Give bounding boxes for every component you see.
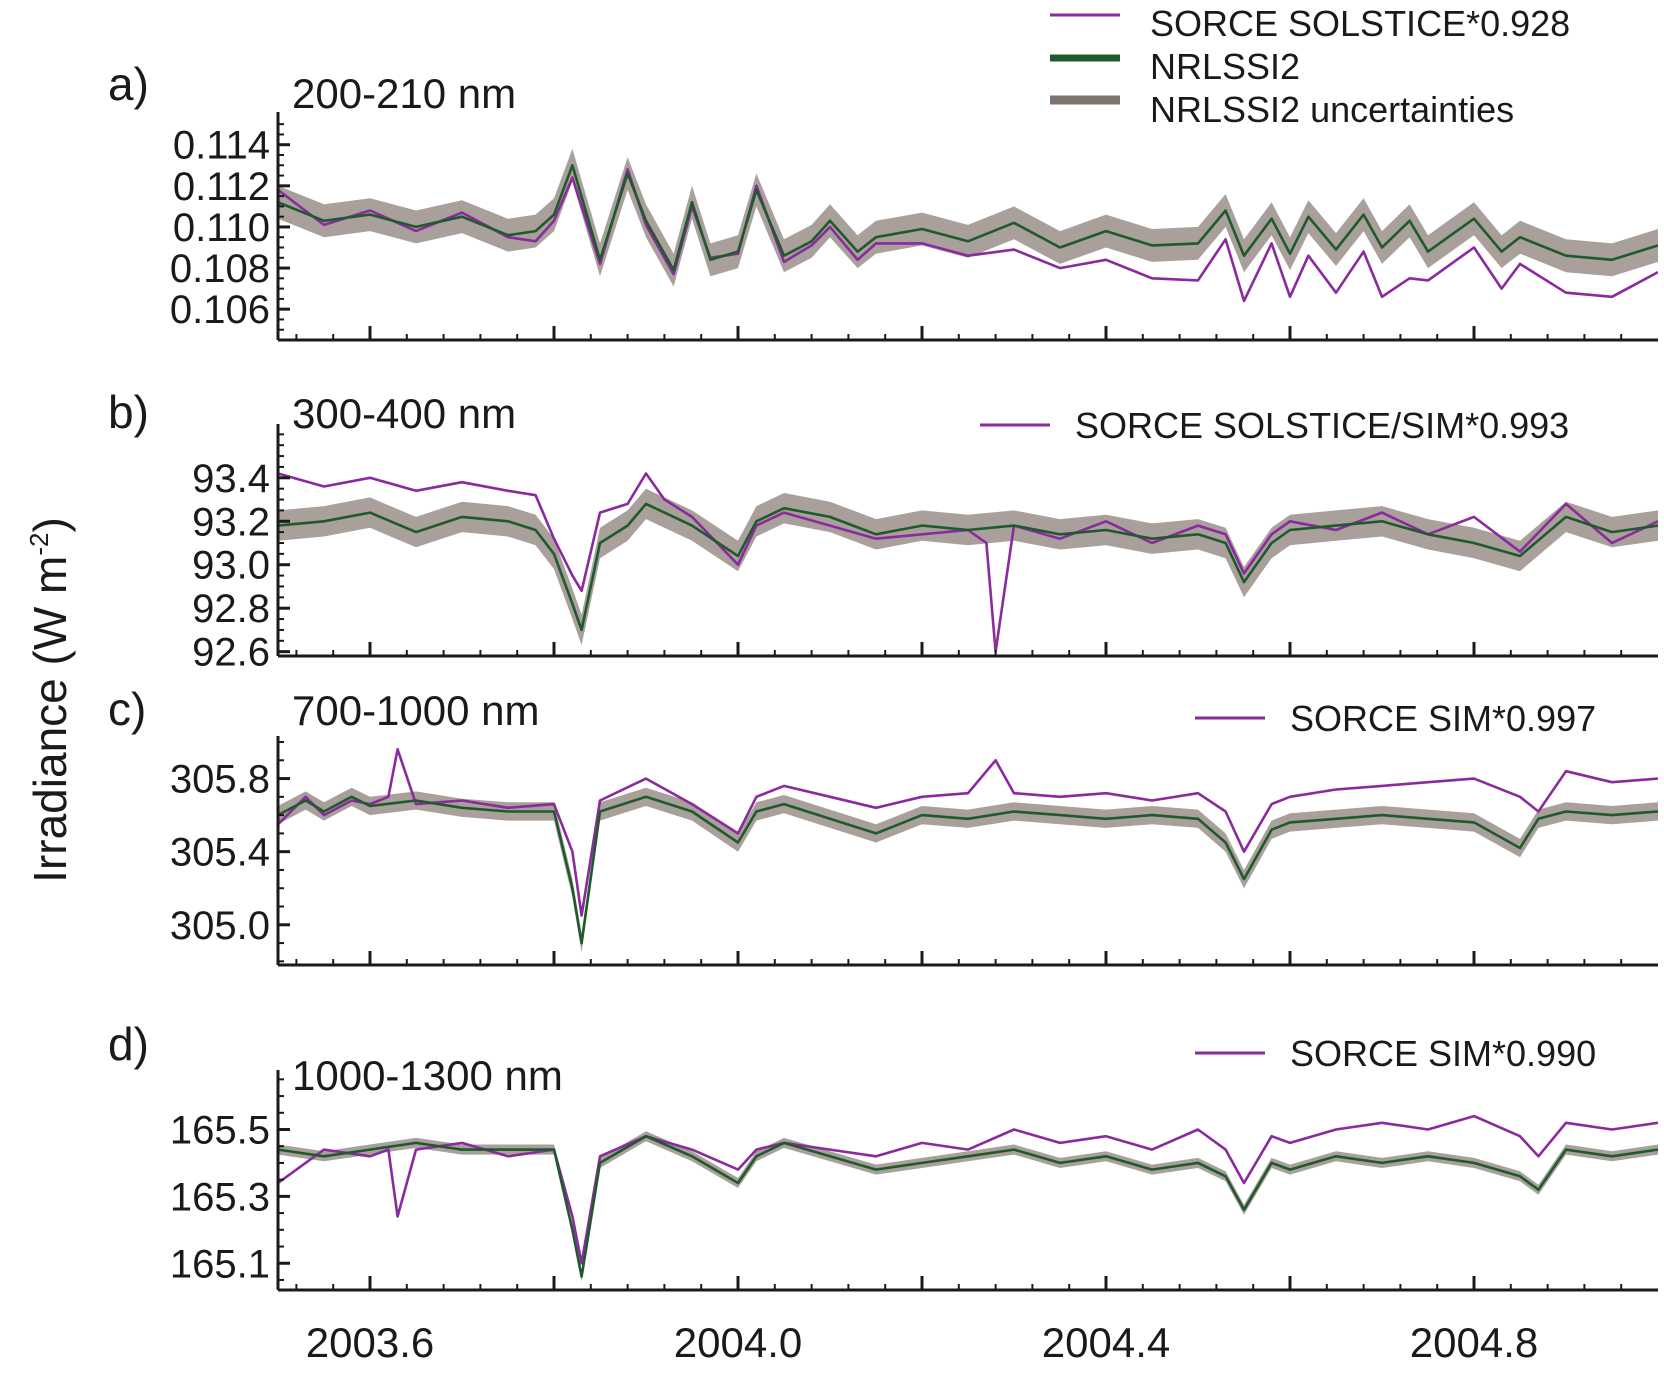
- panel-letter: c): [108, 683, 146, 735]
- nrlssi2-uncertainty-band: [278, 787, 1658, 953]
- nrlssi2-uncertainty-band: [278, 148, 1658, 287]
- y-tick-label: 0.110: [173, 206, 270, 250]
- nrlssi2-series-line: [278, 795, 1658, 945]
- panel-b: b) 300-400 nm SORCE SOLSTICE/SIM*0.993 92.6…: [108, 386, 1658, 675]
- panel-legend-label: SORCE SOLSTICE/SIM*0.993: [1075, 405, 1569, 446]
- panel-letter: b): [108, 386, 149, 438]
- y-tick-label: 0.108: [170, 247, 270, 291]
- x-tick-label: 2004.0: [674, 1319, 802, 1366]
- panel-title: 1000-1300 nm: [292, 1052, 563, 1099]
- y-axis-label-superscript: -2: [24, 533, 54, 556]
- y-tick-label: 0.112: [173, 165, 270, 209]
- y-tick-label: 165.5: [170, 1109, 270, 1153]
- panel-legend-label: SORCE SIM*0.997: [1290, 698, 1596, 739]
- panel-letter: a): [108, 58, 149, 110]
- panel-legend-label: SORCE SIM*0.990: [1290, 1033, 1596, 1074]
- y-tick-label: 0.106: [170, 288, 270, 332]
- x-axis-tick-labels: 2003.6 2004.0 2004.4 2004.8: [306, 1319, 1538, 1366]
- sorce-series-line: [278, 1114, 1658, 1265]
- y-tick-label: 92.8: [192, 587, 270, 631]
- y-tick-label: 92.6: [192, 631, 270, 675]
- x-tick-label: 2003.6: [306, 1319, 434, 1366]
- y-tick-label: 305.0: [170, 904, 270, 948]
- x-tick-label: 2004.4: [1042, 1319, 1170, 1366]
- main-legend: SORCE SOLSTICE*0.928 NRLSSI2 NRLSSI2 unc…: [1050, 3, 1570, 130]
- nrlssi2-uncertainty-band: [278, 1131, 1658, 1282]
- panel-d: d) 1000-1300 nm SORCE SIM*0.990 165.1 165.3 1…: [108, 1018, 1658, 1292]
- panel-title: 700-1000 nm: [292, 687, 540, 734]
- panel-letter: d): [108, 1018, 149, 1070]
- y-tick-label: 165.1: [170, 1242, 270, 1286]
- legend-nrlssi2-label: NRLSSI2: [1150, 46, 1300, 87]
- y-axis-label: Irradiance (W m-2): [24, 517, 76, 883]
- y-tick-label: 305.4: [170, 831, 270, 875]
- nrlssi2-series-line: [278, 1134, 1658, 1278]
- y-tick-label: 93.4: [192, 457, 270, 501]
- legend-uncertainty-label: NRLSSI2 uncertainties: [1150, 89, 1514, 130]
- panel-title: 200-210 nm: [292, 70, 516, 117]
- y-tick-label: 0.114: [173, 124, 270, 168]
- sorce-series-line: [278, 748, 1658, 917]
- sorce-series-line: [278, 472, 1658, 653]
- legend-sorce-label: SORCE SOLSTICE*0.928: [1150, 3, 1570, 44]
- y-axis-label-close: ): [24, 517, 76, 532]
- y-tick-label: 93.2: [192, 500, 270, 544]
- nrlssi2-series-line: [278, 164, 1658, 272]
- y-tick-label: 305.8: [170, 758, 270, 802]
- nrlssi2-uncertainty-band: [278, 488, 1658, 646]
- y-tick-label: 93.0: [192, 544, 270, 588]
- x-tick-label: 2004.8: [1410, 1319, 1538, 1366]
- nrlssi2-series-line: [278, 502, 1658, 632]
- sorce-series-line: [278, 168, 1658, 303]
- panel-c: c) 700-1000 nm SORCE SIM*0.997 305.0 305.4 30…: [108, 683, 1658, 967]
- panel-title: 300-400 nm: [292, 390, 516, 437]
- y-tick-label: 165.3: [170, 1175, 270, 1219]
